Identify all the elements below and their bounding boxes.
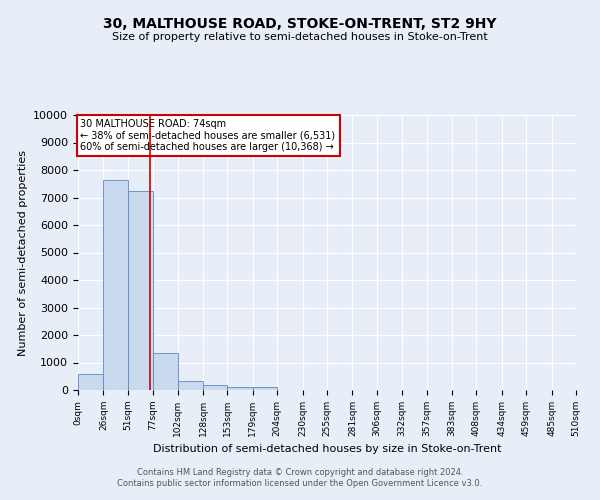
Bar [253, 387, 277, 390]
Text: 30, MALTHOUSE ROAD, STOKE-ON-TRENT, ST2 9HY: 30, MALTHOUSE ROAD, STOKE-ON-TRENT, ST2 … [103, 18, 497, 32]
Text: Size of property relative to semi-detached houses in Stoke-on-Trent: Size of property relative to semi-detach… [112, 32, 488, 42]
Bar [227, 386, 253, 390]
Bar [153, 353, 178, 390]
Text: Contains HM Land Registry data © Crown copyright and database right 2024.
Contai: Contains HM Land Registry data © Crown c… [118, 468, 482, 487]
Bar [128, 190, 153, 390]
Bar [103, 180, 128, 390]
Bar [78, 374, 103, 390]
Y-axis label: Number of semi-detached properties: Number of semi-detached properties [18, 150, 28, 356]
Bar [178, 381, 203, 390]
X-axis label: Distribution of semi-detached houses by size in Stoke-on-Trent: Distribution of semi-detached houses by … [153, 444, 501, 454]
Text: 30 MALTHOUSE ROAD: 74sqm
← 38% of semi-detached houses are smaller (6,531)
60% o: 30 MALTHOUSE ROAD: 74sqm ← 38% of semi-d… [80, 119, 335, 152]
Bar [203, 385, 227, 390]
